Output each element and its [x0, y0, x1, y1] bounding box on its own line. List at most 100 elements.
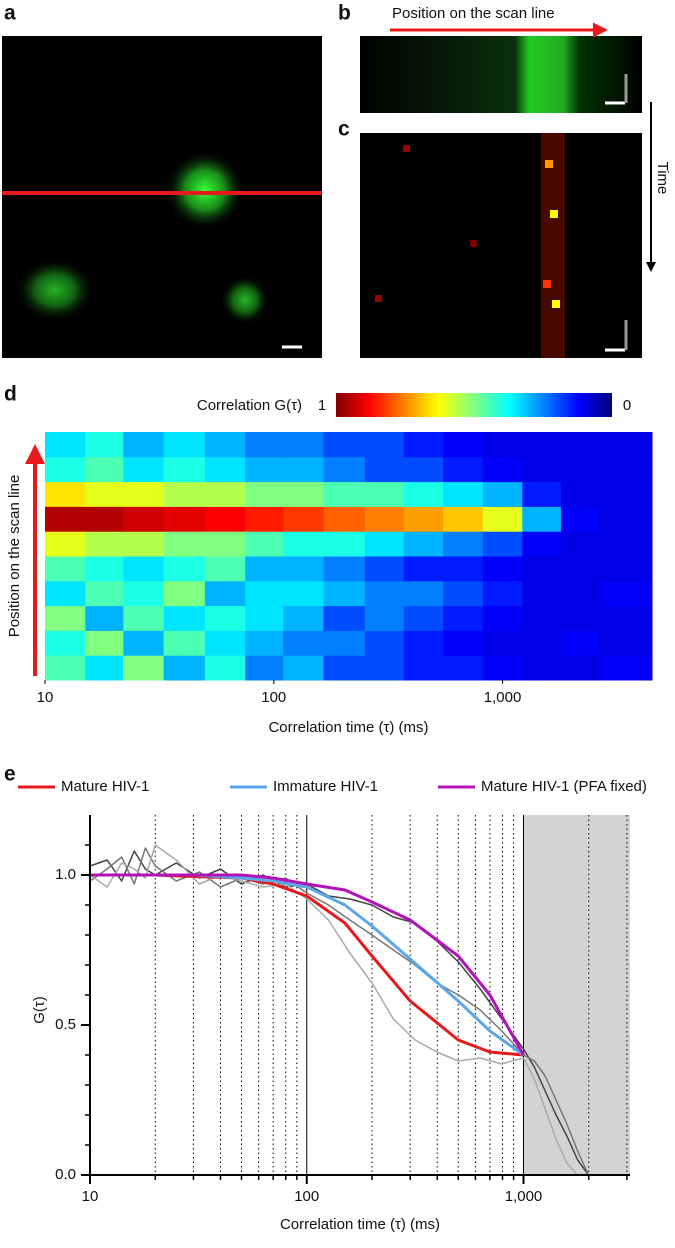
heatmap-cell	[85, 456, 124, 483]
heatmap-cell	[364, 556, 405, 582]
line-chart: 0.0 0.5 1.0 10 100 1,000 Correlation time (τ) …	[18, 778, 647, 1233]
heatmap-cell	[323, 655, 366, 681]
heatmap-cell	[443, 531, 484, 557]
heatmap-cell	[163, 432, 206, 458]
heatmap-cell	[85, 556, 124, 582]
heatmap-cell	[45, 506, 86, 532]
heatmap-cell	[482, 605, 523, 631]
heatmap-cell	[601, 605, 653, 631]
heatmap-cell	[245, 456, 284, 483]
panel-label: a	[4, 2, 16, 25]
heatmap-cell	[283, 605, 325, 631]
heatmap-cell	[601, 556, 653, 582]
heatmap-cell	[204, 605, 246, 631]
panel-label: c	[338, 118, 350, 141]
heatmap-cell	[45, 456, 86, 483]
heatmap-cell	[85, 655, 124, 681]
heatmap-cell	[85, 481, 124, 507]
heatmap-cell	[123, 432, 165, 458]
heatmap-cell	[123, 655, 165, 681]
colorbar-title: Correlation G(τ)	[197, 397, 302, 414]
x-axis-title: Correlation time (τ) (ms)	[268, 719, 428, 736]
heatmap-cell	[204, 556, 246, 582]
y-axis-title: G(τ)	[31, 996, 48, 1024]
heatmap-cell	[163, 630, 206, 656]
heatmap-cell	[522, 580, 562, 607]
x-tick-label: 100	[261, 689, 286, 706]
heatmap-cell	[403, 531, 444, 557]
heatmap-cell	[123, 605, 165, 631]
heatmap-cell	[443, 481, 484, 507]
heatmap-cell	[323, 580, 366, 607]
heatmap-cell	[85, 630, 124, 656]
heatmap-cell	[443, 605, 484, 631]
heatmap-cell	[560, 556, 602, 582]
shaded-region	[523, 815, 630, 1175]
heatmap-cell	[482, 531, 523, 557]
heatmap-cell	[482, 432, 523, 458]
heatmap-cell	[204, 531, 246, 557]
heatmap-cell	[123, 456, 165, 483]
heatmap-cell	[283, 481, 325, 507]
heatmap-cell	[482, 655, 523, 681]
heatmap-cell	[283, 630, 325, 656]
heatmap-cell	[245, 655, 284, 681]
heatmap-cell	[522, 531, 562, 557]
heatmap-cell	[560, 605, 602, 631]
heatmap-cell	[204, 630, 246, 656]
heatmap-cell	[560, 580, 602, 607]
x-axis-title: Correlation time (τ) (ms)	[280, 1216, 440, 1233]
heatmap-cell	[323, 432, 366, 458]
heatmap-cell	[163, 655, 206, 681]
heatmap-cell	[443, 456, 484, 483]
heatmap-cell	[364, 506, 405, 532]
heatmap-cell	[163, 580, 206, 607]
heatmap-cell	[283, 655, 325, 681]
colorbar-label: 0	[623, 397, 631, 414]
heatmap-cell	[204, 456, 246, 483]
colorbar-label: 1	[318, 397, 326, 414]
heatmap-cell	[601, 531, 653, 557]
x-tick-label: 1,000	[484, 689, 522, 706]
series-line	[89, 850, 590, 1176]
heatmap-cell	[522, 556, 562, 582]
heatmap-cell	[283, 580, 325, 607]
heatmap-cell	[443, 556, 484, 582]
heatmap-cell	[482, 506, 523, 532]
heatmap-cell	[403, 456, 444, 483]
heatmap-cell	[45, 556, 86, 582]
heatmap-cell	[601, 655, 653, 681]
heatmap-cell	[601, 456, 653, 483]
heatmap-cell	[283, 531, 325, 557]
heatmap-cell	[45, 481, 86, 507]
heatmap-cell	[123, 506, 165, 532]
series-line	[89, 844, 579, 1176]
heatmap-cell	[323, 556, 366, 582]
heatmap-cell	[204, 506, 246, 532]
heatmap-cell	[85, 605, 124, 631]
heatmap-cell	[403, 506, 444, 532]
heatmap-cell	[323, 605, 366, 631]
heatmap-cell	[45, 630, 86, 656]
heatmap-cell	[245, 556, 284, 582]
heatmap-cell	[364, 456, 405, 483]
heatmap-cell	[364, 432, 405, 458]
heatmap-cell	[163, 481, 206, 507]
heatmap-cell	[45, 605, 86, 631]
heatmap-cell	[443, 432, 484, 458]
scan-line-label: Position on the scan line	[392, 5, 555, 22]
legend-label: Mature HIV-1	[61, 778, 149, 795]
panel-label: e	[4, 763, 16, 786]
heatmap-cell	[364, 605, 405, 631]
legend-label: Mature HIV-1 (PFA fixed)	[481, 778, 647, 795]
time-label: Time	[654, 162, 671, 195]
heatmap-cell	[323, 506, 366, 532]
heatmap-cell	[443, 655, 484, 681]
heatmap-cell	[364, 481, 405, 507]
heatmap-cell	[204, 481, 246, 507]
heatmap-cell	[323, 481, 366, 507]
heatmap-cell	[45, 531, 86, 557]
heatmap-cell	[560, 630, 602, 656]
heatmap-cell	[560, 481, 602, 507]
